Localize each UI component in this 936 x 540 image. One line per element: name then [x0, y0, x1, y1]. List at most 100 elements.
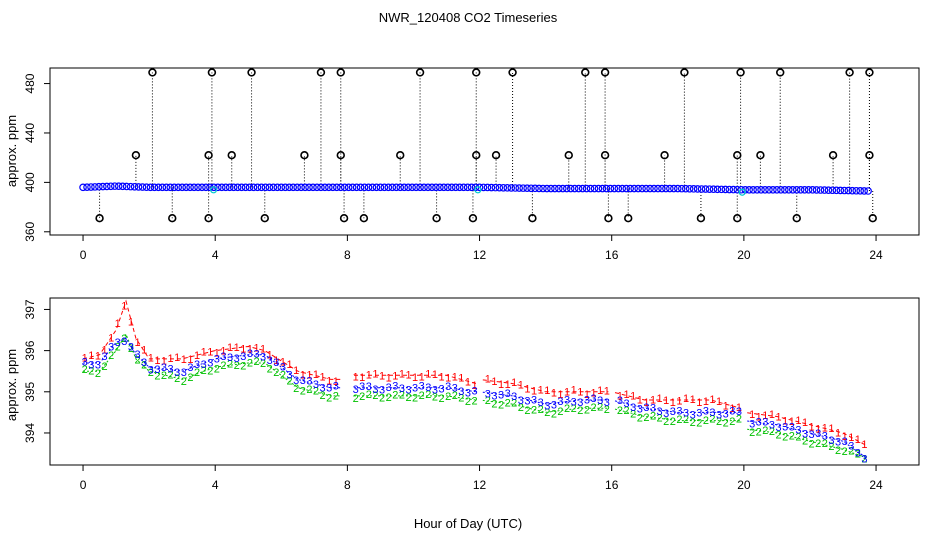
series-marker: 2 — [663, 416, 669, 428]
flagged-point — [316, 68, 326, 77]
baseline-point — [681, 184, 690, 193]
series-marker: 2 — [544, 407, 550, 419]
series-marker: 3 — [524, 395, 530, 407]
series-marker: 1 — [617, 390, 623, 402]
series-marker: 3 — [227, 352, 233, 364]
baseline-point — [122, 182, 131, 191]
series-marker: 1 — [637, 395, 643, 407]
series-marker: 1 — [842, 431, 848, 443]
series-marker: 2 — [168, 370, 174, 382]
series-marker: 1 — [386, 372, 392, 384]
baseline-point — [701, 185, 710, 193]
baseline-point — [725, 185, 734, 194]
series-marker: 3 — [187, 362, 193, 374]
series-marker: 2 — [121, 333, 127, 345]
x-tick-label: 8 — [344, 248, 351, 262]
baseline-point — [313, 183, 321, 192]
baseline-point — [515, 184, 523, 192]
baseline-point — [99, 182, 107, 191]
baseline-point — [689, 185, 698, 193]
series-marker: 1 — [577, 387, 583, 399]
flagged-point — [604, 214, 613, 223]
baseline-point — [709, 185, 718, 194]
series-marker: 3 — [716, 409, 722, 421]
baseline-point — [110, 182, 119, 190]
series-marker: 1 — [604, 386, 610, 398]
series-marker: 1 — [472, 380, 478, 392]
plot-frame — [49, 297, 920, 466]
flagged-point — [696, 214, 706, 223]
y-tick-label: 397 — [23, 299, 37, 319]
series-marker: 2 — [848, 446, 854, 458]
series-marker: 3 — [776, 422, 782, 434]
series-marker: 1 — [405, 370, 411, 382]
series-marker: 3 — [399, 383, 405, 395]
series-marker: 2 — [392, 389, 398, 401]
flagged-point — [227, 151, 236, 160]
series-marker: 1 — [372, 368, 378, 380]
flagged-point — [300, 151, 309, 160]
series-marker: 2 — [657, 413, 663, 425]
baseline-point — [420, 183, 428, 192]
series-marker: 3 — [267, 355, 273, 367]
baseline-point — [467, 183, 476, 192]
baseline-point — [685, 184, 694, 193]
series-marker: 3 — [828, 435, 834, 447]
baseline-point — [106, 182, 115, 191]
baseline-point — [650, 184, 658, 193]
series-marker: 1 — [300, 369, 306, 381]
series-marker: 1 — [498, 379, 504, 391]
series-marker: 1 — [670, 397, 676, 409]
series-marker: 3 — [214, 353, 220, 365]
baseline-point — [253, 183, 262, 192]
series-marker: 2 — [538, 404, 544, 416]
series-marker: 2 — [438, 393, 444, 405]
baseline-point — [396, 183, 405, 192]
series-marker: 2 — [584, 405, 590, 417]
series-marker: 3 — [412, 383, 418, 395]
baseline-point — [836, 186, 845, 195]
baseline-point — [166, 183, 175, 192]
series-marker: 3 — [405, 385, 411, 397]
series-marker: 1 — [650, 394, 656, 406]
baseline-point — [225, 183, 234, 192]
baseline-point — [142, 183, 151, 192]
baseline-point — [273, 183, 282, 192]
series-marker: 2 — [82, 364, 88, 376]
series-marker: 3 — [445, 381, 451, 393]
series-marker: 1 — [108, 333, 114, 345]
flagged-point — [581, 68, 590, 77]
x-tick-label: 12 — [473, 478, 487, 492]
series-marker: 3 — [538, 397, 544, 409]
baseline-point — [170, 183, 179, 192]
flagged-point — [260, 214, 269, 223]
flagged-point — [396, 151, 405, 160]
series-marker: 1 — [168, 353, 174, 365]
y-tick-label: 480 — [23, 73, 37, 93]
baseline-point — [673, 184, 682, 193]
series-marker: 2 — [835, 445, 841, 457]
baseline-point — [555, 184, 563, 193]
series-marker: 1 — [201, 346, 207, 358]
flagged-point — [204, 214, 213, 223]
baseline-point — [293, 183, 301, 192]
baseline-point — [388, 183, 397, 192]
series-marker: 1 — [333, 376, 339, 388]
series-marker: 1 — [802, 417, 808, 429]
series-marker: 3 — [756, 417, 762, 429]
series-marker: 2 — [762, 425, 768, 437]
series-marker: 1 — [306, 370, 312, 382]
series-marker: 3 — [220, 351, 226, 363]
flagged-point — [491, 151, 501, 160]
series-marker: 3 — [194, 359, 200, 371]
baseline-point — [800, 185, 809, 194]
series-marker: 3 — [723, 408, 729, 420]
series-marker: 1 — [399, 368, 405, 380]
series-marker: 2 — [419, 390, 425, 402]
series-marker: 1 — [366, 370, 372, 382]
series-marker: 1 — [769, 409, 775, 421]
series-marker: 3 — [544, 401, 550, 413]
baseline-point — [360, 183, 369, 192]
baseline-point — [824, 186, 833, 194]
series-marker: 2 — [577, 405, 583, 417]
